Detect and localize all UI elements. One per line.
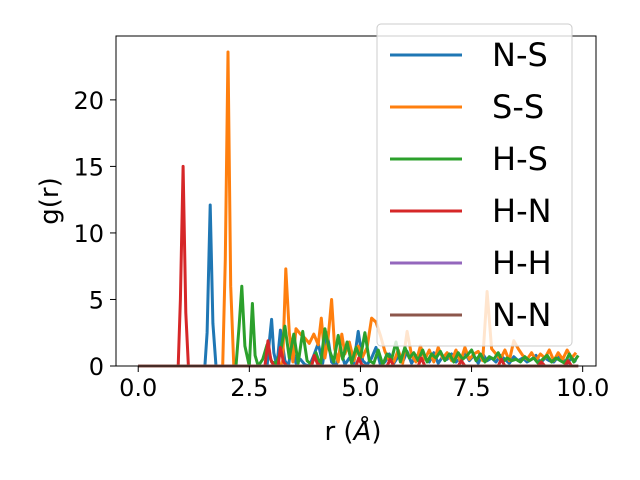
series-line-h-s bbox=[138, 284, 580, 368]
legend-label-s-s: S-S bbox=[492, 88, 544, 126]
x-axis-label: r (Å) bbox=[324, 415, 381, 447]
x-tick-label: 0.0 bbox=[119, 374, 157, 402]
y-tick-label: 10 bbox=[73, 220, 104, 248]
y-tick-label: 0 bbox=[89, 353, 104, 381]
x-tick-label: 2.5 bbox=[230, 374, 268, 402]
legend: N-S S-S H-S H-N H-H N-N bbox=[376, 23, 573, 347]
legend-label-h-n: H-N bbox=[492, 192, 552, 230]
x-tick-label: 7.5 bbox=[452, 374, 490, 402]
legend-label-n-n: N-N bbox=[492, 296, 551, 334]
x-tick-label: 5.0 bbox=[341, 374, 379, 402]
y-tick-label: 20 bbox=[73, 87, 104, 115]
y-axis-label: g(r) bbox=[35, 177, 65, 224]
plot-frame bbox=[115, 35, 597, 367]
legend-label-h-s: H-S bbox=[492, 140, 548, 178]
legend-label-n-s: N-S bbox=[492, 36, 548, 74]
y-ticks-group: 0 5 10 15 20 bbox=[73, 87, 116, 381]
legend-label-h-h: H-H bbox=[492, 244, 552, 282]
x-tick-label: 10.0 bbox=[556, 374, 609, 402]
x-ticks-group: 0.0 2.5 5.0 7.5 10.0 bbox=[119, 366, 609, 402]
y-tick-label: 15 bbox=[73, 153, 104, 181]
y-tick-label: 5 bbox=[89, 286, 104, 314]
legend-frame bbox=[376, 23, 573, 347]
